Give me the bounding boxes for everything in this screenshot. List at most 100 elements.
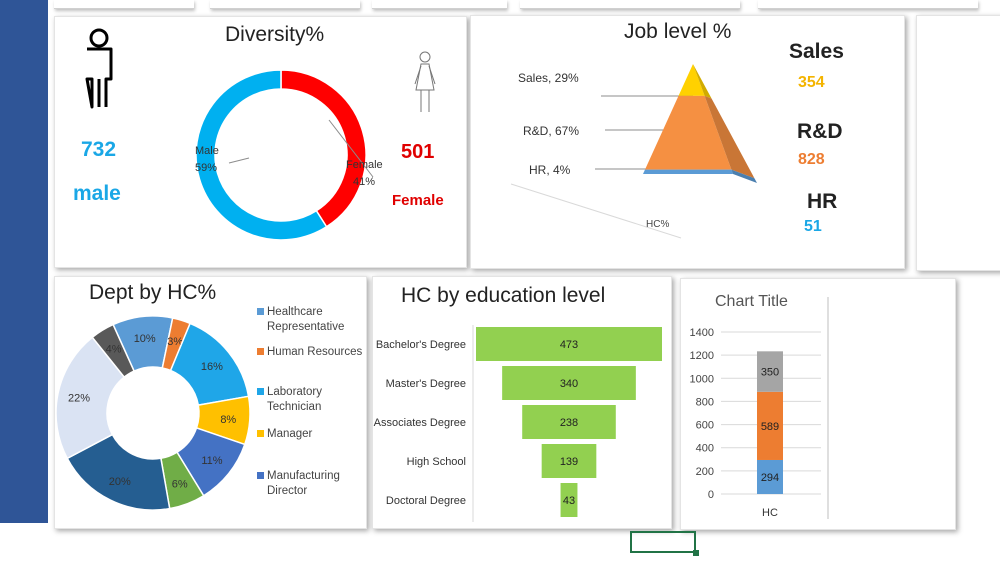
top-card-edge bbox=[372, 0, 507, 9]
education-bar bbox=[560, 483, 578, 517]
education-bar-value: 238 bbox=[560, 417, 578, 429]
education-bar bbox=[476, 327, 662, 361]
dept-slice-label: 3% bbox=[167, 336, 183, 348]
y-tick-label: 0 bbox=[708, 489, 714, 501]
education-bar-value: 473 bbox=[560, 339, 578, 351]
dept-slice bbox=[91, 323, 136, 379]
dept-card[interactable]: Dept by HC% 10% 3% 16% 8% 11% 6% 20% 22% 4% Heal… bbox=[54, 276, 367, 529]
legend-swatch bbox=[257, 430, 264, 437]
stat-sales-name: Sales bbox=[789, 40, 844, 63]
legend-swatch bbox=[257, 308, 264, 315]
diversity-slices bbox=[195, 69, 367, 241]
stacked-segment bbox=[757, 459, 783, 494]
stat-sales-value: 354 bbox=[798, 74, 825, 91]
dept-slice-label: 16% bbox=[201, 361, 223, 373]
education-card[interactable]: HC by education level 473 Bachelor's Degr… bbox=[372, 276, 672, 529]
pyramid-side-rd bbox=[704, 95, 755, 179]
male-slice-pct: 59% bbox=[195, 162, 217, 174]
female-slice-pct: 41% bbox=[353, 176, 375, 188]
education-bar-value: 43 bbox=[563, 495, 575, 507]
y-tick-label: 400 bbox=[696, 443, 714, 455]
female-count: 501 bbox=[401, 141, 435, 163]
diversity-title: Diversity% bbox=[225, 23, 325, 46]
legend-swatch bbox=[257, 348, 264, 355]
top-card-edge bbox=[520, 0, 740, 9]
dept-title: Dept by HC% bbox=[89, 281, 217, 304]
blue-sidebar bbox=[0, 0, 48, 523]
job-level-card[interactable]: Job level % Sales, 29% R&D, 67% HR, 4% H… bbox=[470, 15, 905, 269]
stacked-chart-card[interactable]: 0 200 400 600 800 1000 1200 1400 294 589 350 HC Cha… bbox=[680, 278, 956, 530]
diversity-donut: Male 59% Female 41% bbox=[195, 69, 383, 241]
education-category-label: High School bbox=[407, 456, 466, 468]
education-category-label: Bachelor's Degree bbox=[376, 339, 466, 351]
y-tick-label: 1400 bbox=[690, 327, 714, 339]
legend-label: Manufacturing Director bbox=[267, 470, 340, 497]
top-card-edge bbox=[758, 0, 978, 9]
male-word: male bbox=[73, 182, 121, 205]
legend-label: Healthcare Representative bbox=[267, 306, 345, 333]
stat-hr-name: HR bbox=[807, 190, 838, 213]
female-slice bbox=[280, 69, 367, 228]
education-category-label: Associates Degree bbox=[374, 417, 466, 429]
dept-slice-label: 22% bbox=[68, 393, 90, 405]
stacked-segment-label: 350 bbox=[761, 367, 779, 379]
male-slice bbox=[195, 69, 328, 241]
education-bar-value: 340 bbox=[560, 378, 578, 390]
top-card-edge bbox=[210, 0, 360, 9]
education-funnel: 473 Bachelor's Degree 340 Master's Degree 23… bbox=[374, 325, 662, 522]
stat-hr-value: 51 bbox=[804, 218, 822, 235]
pyramid-slice-hr bbox=[643, 169, 733, 174]
slice-label-sales: Sales, 29% bbox=[518, 71, 579, 85]
legend-label: Manager bbox=[267, 428, 313, 440]
dept-slices: 10% 3% 16% 8% 11% 6% 20% 22% 4% bbox=[55, 315, 251, 511]
dept-slice-label: 6% bbox=[172, 479, 188, 491]
legend-label: Laboratory Technician bbox=[267, 386, 322, 413]
job-level-axis-label: HC% bbox=[646, 219, 669, 230]
dept-slice-label: 11% bbox=[201, 455, 222, 467]
education-bars: 473 Bachelor's Degree 340 Master's Degree 23… bbox=[374, 327, 662, 517]
y-tick-label: 200 bbox=[696, 466, 714, 478]
stacked-chart: 0 200 400 600 800 1000 1200 1400 294 589 350 HC bbox=[690, 297, 829, 519]
education-bar-value: 139 bbox=[560, 456, 578, 468]
partial-card-right bbox=[916, 15, 1000, 271]
legend-label: Human Resources bbox=[267, 346, 363, 358]
stacked-segment-label: 589 bbox=[761, 421, 779, 433]
dept-slice-label: 4% bbox=[106, 344, 122, 356]
dept-slice-label: 10% bbox=[134, 333, 156, 345]
slice-label-rd: R&D, 67% bbox=[523, 124, 579, 138]
y-tick-label: 600 bbox=[696, 420, 714, 432]
female-slice-label: Female bbox=[346, 159, 383, 171]
y-tick-label: 1200 bbox=[690, 350, 714, 362]
top-card-edge bbox=[54, 0, 194, 9]
stacked-segment bbox=[757, 391, 783, 460]
stacked-segment bbox=[757, 351, 783, 392]
dept-slice bbox=[55, 336, 126, 460]
dept-slice-label: 20% bbox=[109, 476, 131, 488]
legend-swatch bbox=[257, 388, 264, 395]
stat-rd-name: R&D bbox=[797, 120, 843, 143]
female-person-icon bbox=[414, 51, 436, 112]
education-title: HC by education level bbox=[401, 284, 606, 307]
diversity-card[interactable]: Diversity% 732 male Male 59% Female 41% … bbox=[54, 16, 467, 268]
selected-cell[interactable] bbox=[630, 531, 696, 553]
pyramid-slices bbox=[643, 64, 757, 183]
male-person-icon bbox=[85, 28, 113, 109]
y-tick-label: 1000 bbox=[690, 373, 714, 385]
slice-label-hr: HR, 4% bbox=[529, 163, 571, 177]
dept-donut: 10% 3% 16% 8% 11% 6% 20% 22% 4% bbox=[55, 315, 251, 511]
job-level-pyramid: Sales, 29% R&D, 67% HR, 4% HC% bbox=[510, 64, 757, 239]
male-count: 732 bbox=[81, 138, 117, 161]
x-category-label: HC bbox=[762, 507, 778, 519]
education-category-label: Master's Degree bbox=[386, 378, 466, 390]
male-slice-label: Male bbox=[195, 145, 219, 157]
fill-handle[interactable] bbox=[693, 550, 699, 556]
female-word: Female bbox=[392, 192, 444, 209]
pyramid-side-hr bbox=[731, 169, 757, 183]
stat-rd-value: 828 bbox=[798, 151, 825, 168]
stacked-segment-label: 294 bbox=[761, 472, 779, 484]
pyramid-slice-rd bbox=[645, 95, 732, 170]
education-category-label: Doctoral Degree bbox=[386, 495, 466, 507]
education-bar bbox=[522, 405, 616, 439]
pyramid-slice-sales bbox=[678, 64, 705, 96]
education-bar bbox=[541, 444, 597, 478]
